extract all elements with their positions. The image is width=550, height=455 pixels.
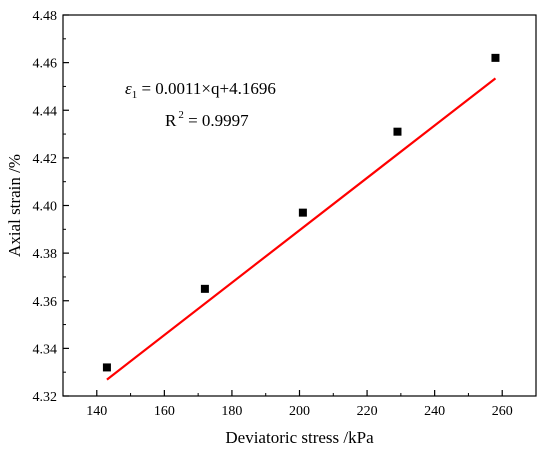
y-tick-label: 4.34 xyxy=(33,342,58,357)
ticks xyxy=(63,14,503,397)
data-point xyxy=(200,284,209,293)
y-tick-label: 4.36 xyxy=(33,295,58,310)
y-tick-label: 4.48 xyxy=(33,9,58,24)
x-tick-label: 180 xyxy=(221,404,242,419)
data-point xyxy=(393,127,402,136)
data-point xyxy=(102,363,111,372)
x-tick-label: 240 xyxy=(424,404,445,419)
x-tick-label: 160 xyxy=(154,404,175,419)
data-points xyxy=(102,53,500,372)
y-tick-label: 4.44 xyxy=(33,104,58,119)
y-tick-label: 4.46 xyxy=(33,57,58,72)
y-tick-label: 4.32 xyxy=(33,390,58,405)
data-point xyxy=(491,53,500,62)
x-axis-title: Deviatoric stress /kPa xyxy=(225,428,374,447)
x-tick-label: 220 xyxy=(357,404,378,419)
plot-frame xyxy=(62,14,537,397)
fit-line xyxy=(106,77,497,381)
x-tick-label: 200 xyxy=(289,404,310,419)
tick-labels: 140 160 180 200 220 240 260 4.32 4.34 4.36 4.38 4.4… xyxy=(33,9,513,419)
equation-annotation: ε1 = 0.0011×q+4.1696 xyxy=(125,79,276,101)
y-tick-label: 4.42 xyxy=(33,152,58,167)
y-tick-label: 4.40 xyxy=(33,200,58,215)
y-axis-title: Axial strain /% xyxy=(5,154,24,257)
data-point xyxy=(298,208,307,217)
x-tick-label: 140 xyxy=(86,404,107,419)
x-tick-label: 260 xyxy=(492,404,513,419)
y-tick-label: 4.38 xyxy=(33,247,58,262)
